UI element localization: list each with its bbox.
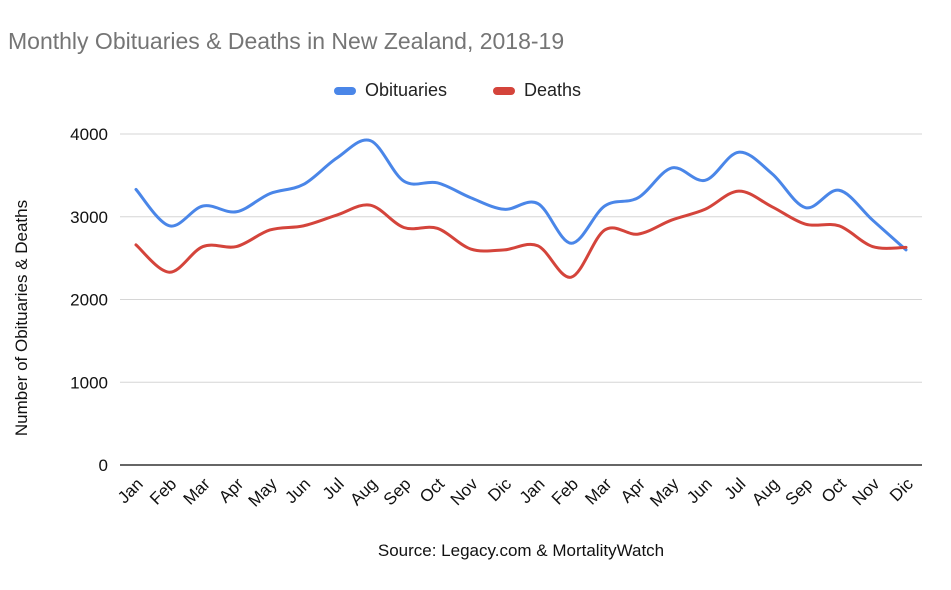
x-tick-label: Jul — [319, 474, 348, 503]
x-tick-label: Mar — [581, 474, 615, 508]
series-line-obituaries — [134, 138, 908, 252]
x-tick-label: Sep — [380, 474, 415, 509]
x-tick-label: Oct — [818, 474, 850, 506]
legend-label-deaths: Deaths — [524, 80, 582, 100]
legend-item-deaths[interactable]: Deaths — [493, 80, 581, 101]
x-tick-label: Aug — [748, 474, 783, 509]
y-tick-label: 3000 — [70, 208, 108, 227]
y-tick-label: 0 — [99, 456, 108, 475]
x-tick-label: Feb — [548, 474, 582, 508]
legend-label-obituaries: Obituaries — [365, 80, 448, 100]
y-tick-label: 1000 — [70, 373, 108, 392]
legend-swatch-deaths — [493, 86, 515, 95]
chart-title: Monthly Obituaries & Deaths in New Zeala… — [8, 28, 565, 54]
x-tick-label: Nov — [849, 474, 884, 509]
x-tick-label: Oct — [416, 474, 448, 506]
x-tick-label: Jan — [516, 474, 549, 507]
legend-swatch-obituaries — [334, 86, 356, 95]
x-tick-label: Nov — [447, 474, 482, 509]
x-tick-label: Jul — [721, 474, 750, 503]
x-tick-label: Dic — [484, 474, 515, 505]
x-tick-label: Jan — [114, 474, 147, 507]
x-tick-label: Apr — [617, 474, 649, 506]
x-tick-label: Sep — [782, 474, 817, 509]
x-tick-label: Jun — [281, 474, 314, 507]
y-tick-label: 4000 — [70, 125, 108, 144]
y-tick-label: 2000 — [70, 291, 108, 310]
x-axis-label: Source: Legacy.com & MortalityWatch — [377, 541, 665, 560]
x-tick-label: Jun — [683, 474, 716, 507]
series-line-deaths — [134, 189, 908, 279]
x-tick-label: Aug — [346, 474, 381, 509]
x-tick-label: May — [245, 474, 281, 510]
legend: Obituaries Deaths — [0, 80, 951, 106]
x-tick-label: Dic — [886, 474, 917, 505]
legend-item-obituaries[interactable]: Obituaries — [334, 80, 447, 101]
x-tick-label: May — [646, 474, 682, 510]
x-tick-label: Feb — [146, 474, 180, 508]
x-tick-label: Apr — [215, 474, 247, 506]
x-tick-label: Mar — [180, 474, 214, 508]
